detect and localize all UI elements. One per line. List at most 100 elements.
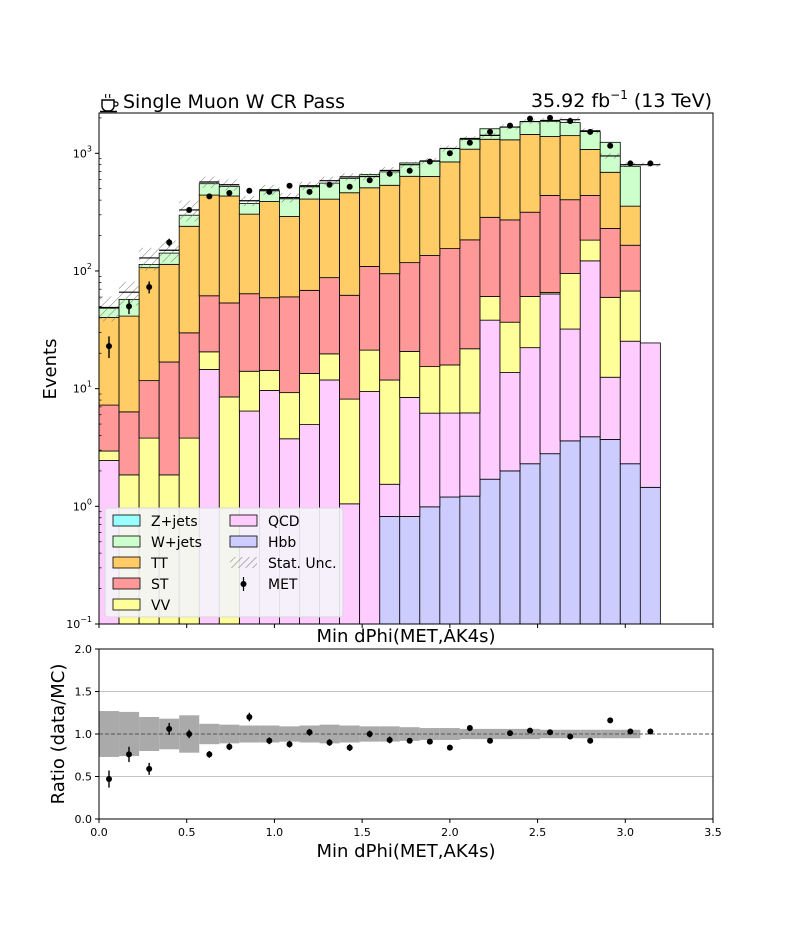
- bar-hbb: [559, 440, 581, 625]
- ratio-band-bin: [99, 711, 120, 757]
- bar-vv: [279, 392, 300, 440]
- bar-tt: [98, 317, 120, 406]
- data-point: [246, 187, 253, 194]
- legend-item-hbb: Hbb: [229, 535, 296, 551]
- bar-st: [258, 297, 280, 371]
- ratio-y-tick-label: 1.5: [75, 686, 93, 699]
- data-point: [346, 183, 353, 190]
- bar-qcd: [519, 347, 541, 465]
- bar-hbb: [379, 516, 401, 625]
- bar-vv: [619, 290, 641, 342]
- ratio-band-bin: [279, 726, 300, 742]
- bar-tt: [399, 175, 421, 264]
- bar-tt: [118, 315, 140, 413]
- bar-vv: [319, 353, 340, 381]
- bar-st: [499, 219, 521, 323]
- bar-tt: [339, 192, 361, 296]
- y-axis-title: Events: [40, 339, 61, 400]
- legend-label: QCD: [268, 514, 300, 530]
- bar-tt: [178, 225, 200, 334]
- legend: Z+jets W+jets TT ST VV QCD Hbb Stat. Unc. MET: [104, 507, 344, 618]
- bar-qcd: [459, 412, 481, 497]
- bar-vv: [579, 239, 601, 262]
- legend-swatch: [230, 557, 257, 568]
- bar-qcd: [559, 328, 581, 442]
- data-point: [105, 343, 112, 350]
- ratio-point: [366, 731, 373, 737]
- legend-box: [104, 507, 344, 618]
- ratio-point: [206, 751, 213, 758]
- bar-tt: [579, 149, 601, 196]
- legend-item-stat-unc-: Stat. Unc.: [230, 556, 337, 572]
- ratio-point: [627, 728, 634, 735]
- ratio-point: [226, 743, 233, 750]
- ratio-y-axis-title: Ratio (data/MC): [48, 664, 69, 805]
- bar-vv: [419, 366, 441, 414]
- bar-tt: [359, 187, 381, 267]
- bar-hbb: [399, 516, 421, 625]
- data-point: [647, 160, 654, 167]
- y-tick-label: 100: [73, 497, 92, 513]
- data-point: [466, 139, 473, 146]
- ratio-x-axis-title: Min dPhi(MET,AK4s): [317, 841, 496, 862]
- bar-hbb: [499, 470, 521, 625]
- bar-vv: [399, 351, 421, 398]
- data-point: [487, 128, 494, 135]
- bar-st: [439, 248, 461, 366]
- bar-vv: [198, 351, 220, 370]
- data-point: [226, 189, 233, 196]
- bar-tt: [439, 161, 461, 250]
- ratio-point: [266, 737, 273, 744]
- bar-st: [198, 295, 220, 353]
- legend-marker: [240, 581, 247, 587]
- bar-qcd: [359, 391, 381, 625]
- bar-hbb: [599, 439, 621, 625]
- bar-qcd: [619, 340, 641, 465]
- ratio-point: [246, 714, 253, 720]
- ratio-gridlines: [99, 691, 713, 777]
- bar-vv: [98, 450, 120, 461]
- ratio-point: [567, 733, 574, 740]
- bar-vv: [599, 296, 621, 378]
- bar-vv: [258, 370, 280, 391]
- data-point: [206, 193, 213, 200]
- ratio-band-bin: [580, 729, 601, 739]
- bar-hbb: [619, 463, 641, 625]
- bar-tt: [379, 184, 401, 275]
- stat-unc-bin: [119, 281, 140, 306]
- ratio-band-bin: [520, 728, 541, 740]
- ratio-points: [105, 712, 654, 788]
- bar-vv: [339, 398, 361, 505]
- data-point: [406, 167, 413, 174]
- ratio-plot: 0.0 0.5 1.0 1.5 2.0 0.0 0.5 1.0 1.5 2.0 2.5 3.0 3.5: [75, 643, 722, 839]
- ratio-x-tick-label: 0.0: [90, 826, 108, 839]
- bar-qcd: [439, 412, 461, 498]
- data-point: [426, 158, 433, 165]
- bar-st: [178, 332, 200, 439]
- ratio-point: [125, 751, 132, 758]
- ratio-point: [105, 776, 112, 783]
- legend-swatch: [112, 535, 141, 548]
- bar-hbb: [579, 436, 601, 625]
- ratio-x-tick-label: 1.0: [266, 826, 284, 839]
- ratio-x-tick-label: 3.5: [704, 826, 722, 839]
- chart-title: Single Muon W CR Pass: [123, 91, 345, 113]
- data-point: [607, 142, 614, 149]
- bar-tt: [539, 136, 561, 196]
- ratio-point: [446, 744, 453, 751]
- legend-label: VV: [151, 598, 171, 614]
- series-st: [98, 194, 641, 476]
- stat-unc-bin: [159, 240, 180, 263]
- data-points: [105, 114, 654, 359]
- bar-st: [579, 195, 601, 241]
- bar-w-jets: [619, 165, 641, 207]
- data-point: [627, 160, 634, 167]
- data-point: [547, 114, 554, 121]
- ratio-point: [647, 728, 654, 735]
- legend-swatch: [229, 535, 258, 548]
- ratio-x-tick-label: 0.5: [178, 826, 196, 839]
- bar-qcd: [499, 372, 521, 472]
- bar-tt: [419, 176, 441, 256]
- bar-vv: [359, 349, 381, 392]
- legend-swatch: [229, 514, 258, 527]
